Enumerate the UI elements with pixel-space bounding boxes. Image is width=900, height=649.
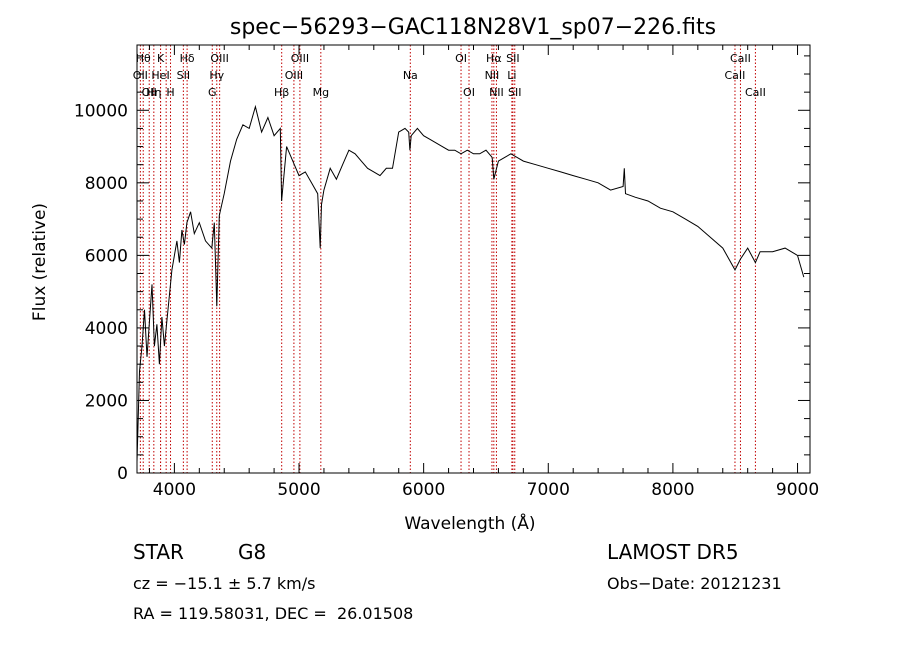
observation-date: Obs−Date: 20121231 [607,574,782,593]
x-axis-label: Wavelength (Å) [404,512,535,534]
survey-name: LAMOST DR5 [607,540,739,564]
line-label-27: CaII [730,52,751,65]
line-label-25: SII [508,86,521,99]
line-label-21: Hα [486,52,502,65]
y-axis-label: Flux (relative) [30,203,50,321]
line-label-9: Hδ [180,52,195,65]
y-tick-label: 4000 [85,319,128,339]
x-tick-label: 7000 [527,480,570,500]
x-tick-label: 4000 [153,480,196,500]
line-label-14: OIII [285,69,303,82]
line-label-3: Hη [146,86,161,99]
object-class: STAR [133,540,184,564]
y-axis: 0 2000 4000 6000 8000 10000 [74,55,810,484]
line-label-18: OI [455,52,467,65]
y-tick-label: 8000 [85,174,128,194]
line-label-23: Li [507,69,516,82]
x-tick-label: 8000 [651,480,694,500]
line-label-19: OI [463,86,475,99]
y-tick-label: 10000 [74,101,128,121]
x-tick-label: 9000 [776,480,819,500]
line-label-17: Na [403,69,418,82]
line-label-24: SII [506,52,519,65]
line-label-1: Hθ [136,52,151,65]
line-label-16: Mg [313,86,329,99]
line-label-28: CaII [745,86,766,99]
line-label-13: Hβ [274,86,289,99]
line-label-8: SII [177,69,190,82]
x-tick-label: 5000 [277,480,320,500]
line-label-12: OIII [210,52,228,65]
line-label-4: K [157,52,165,65]
plot-frame [136,44,811,474]
x-axis: 4000 5000 6000 7000 8000 9000 [148,45,819,500]
y-tick-label: 0 [117,464,128,484]
y-tick-label: 6000 [85,246,128,266]
line-label-20: NII [485,69,500,82]
object-subclass: G8 [238,540,267,564]
line-label-5: HeI [151,69,169,82]
line-label-0: OII [133,69,148,82]
spectral-line-markers [139,45,756,473]
chart-title: spec−56293−GAC118N28V1_sp07−226.fits [230,15,716,40]
line-label-2: OII [142,86,157,99]
y-tick-label: 2000 [85,391,128,411]
line-label-10: G [208,86,217,99]
line-label-15: OIII [291,52,309,65]
spectral-line-labels: OIIHθOIIHηKHeIHSIIHδGHγOIIIHβOIIIOIIIMgN… [133,52,766,99]
spectrum-line [136,104,805,463]
coordinates-readout: RA = 119.58031, DEC = 26.01508 [133,604,414,623]
line-label-7: H [166,86,174,99]
x-tick-label: 6000 [402,480,445,500]
line-label-26: CaII [725,69,746,82]
redshift-readout: cz = −15.1 ± 5.7 km/s [133,574,316,593]
line-label-11: Hγ [209,69,224,82]
line-label-22: NII [489,86,504,99]
